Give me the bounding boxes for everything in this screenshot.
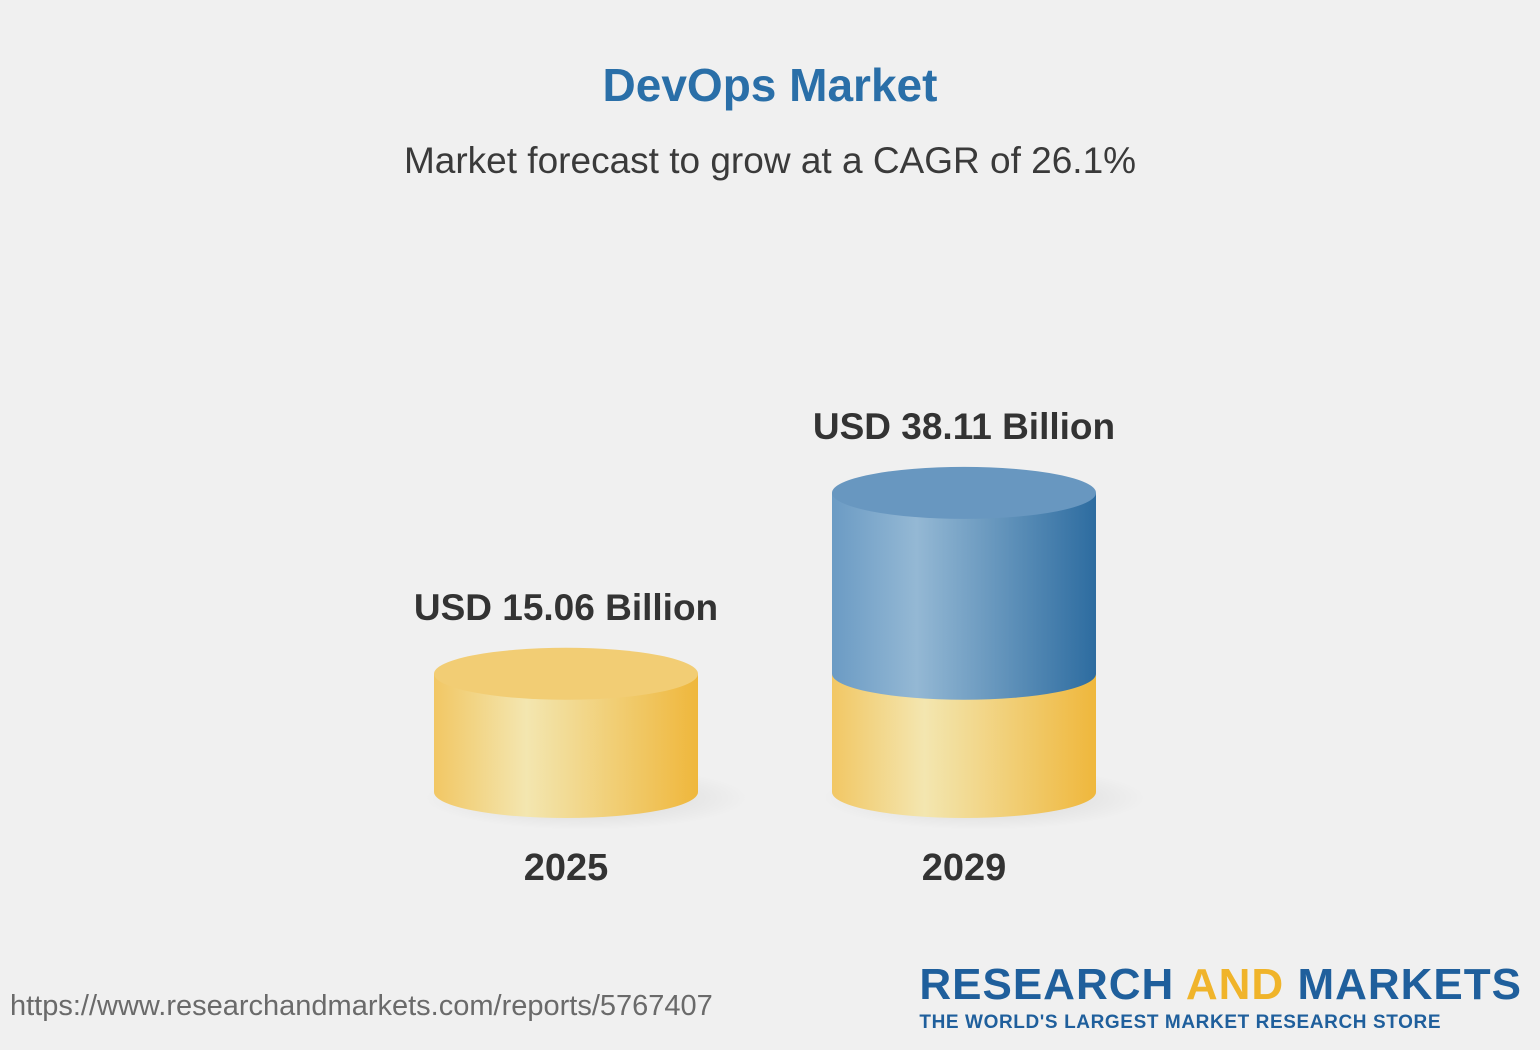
bar-base-2029 (832, 673, 1096, 818)
chart-title: DevOps Market (602, 59, 938, 111)
brand-and: AND (1185, 960, 1285, 1009)
brand-logo: RESEARCH AND MARKETS THE WORLD'S LARGEST… (919, 962, 1522, 1034)
bar-chart: USD 15.06 Billion 2025 USD 38.11 Billion 20… (414, 406, 1146, 889)
chart-subtitle: Market forecast to grow at a CAGR of 26.… (403, 140, 1137, 181)
brand-name: RESEARCH AND MARKETS (919, 962, 1522, 1008)
brand-markets: MARKETS (1297, 960, 1522, 1009)
bar-base-2025 (434, 673, 698, 818)
brand-research: RESEARCH (919, 960, 1175, 1009)
bar-top-2029 (832, 466, 1096, 519)
value-label-2025: USD 15.06 Billion (414, 587, 718, 628)
category-label-2029: 2029 (922, 847, 1007, 889)
value-label-2029: USD 38.11 Billion (813, 406, 1115, 447)
category-label-2025: 2025 (524, 847, 609, 889)
bar-top-2025 (434, 647, 698, 700)
brand-tagline: THE WORLD'S LARGEST MARKET RESEARCH STOR… (919, 1012, 1442, 1033)
source-url[interactable]: https://www.researchandmarkets.com/repor… (10, 990, 713, 1022)
bar-growth-2029 (832, 492, 1096, 700)
